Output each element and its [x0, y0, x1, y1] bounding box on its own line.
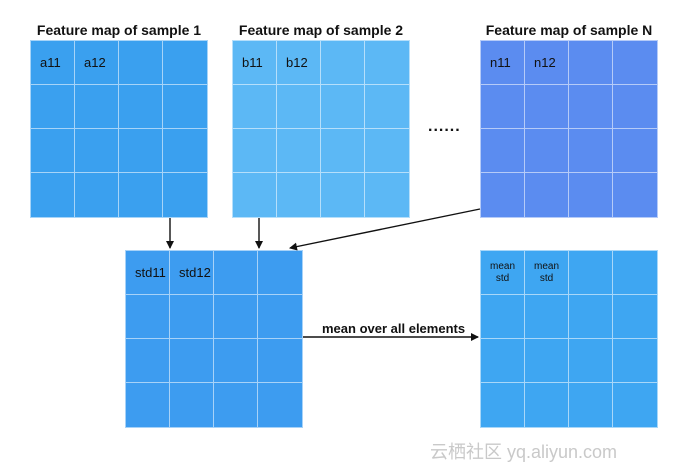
grid-cell — [258, 251, 302, 295]
cell-std11: std11 — [126, 251, 170, 295]
grid-cell — [214, 251, 258, 295]
grid-cell — [525, 383, 569, 427]
grid-cell — [613, 339, 657, 383]
grid-cell — [233, 129, 277, 173]
grid-cell — [75, 129, 119, 173]
grid-cell — [569, 295, 613, 339]
grid-cell — [31, 129, 75, 173]
grid-cell — [481, 339, 525, 383]
title-sample-2: Feature map of sample 2 — [238, 22, 404, 38]
grid-cell — [481, 173, 525, 217]
grid-cell — [163, 41, 207, 85]
arrow-samplen-to-std — [289, 208, 481, 251]
grid-cell — [214, 295, 258, 339]
grid-cell — [481, 85, 525, 129]
grid-cell — [525, 85, 569, 129]
grid-cell — [214, 383, 258, 427]
grid-cell — [277, 173, 321, 217]
grid-cell — [613, 295, 657, 339]
grid-cell — [321, 173, 365, 217]
cell-n12: n12 — [525, 41, 569, 85]
grid-cell — [613, 85, 657, 129]
grid-cell — [481, 129, 525, 173]
grid-cell — [569, 129, 613, 173]
grid-cell — [277, 85, 321, 129]
cell-n11: n11 — [481, 41, 525, 85]
grid-cell — [613, 129, 657, 173]
mean-std-map: mean std mean std — [480, 250, 658, 428]
grid-cell — [233, 85, 277, 129]
ellipsis: ...... — [428, 118, 461, 135]
grid-cell — [569, 339, 613, 383]
grid-cell — [613, 251, 657, 295]
grid-cell — [214, 339, 258, 383]
grid-cell — [569, 383, 613, 427]
grid-cell — [321, 85, 365, 129]
grid-cell — [126, 295, 170, 339]
grid-cell — [613, 41, 657, 85]
grid-cell — [569, 173, 613, 217]
grid-cell — [258, 295, 302, 339]
cell-mean-std: mean std — [525, 251, 569, 295]
grid-cell — [481, 383, 525, 427]
cell-b11: b11 — [233, 41, 277, 85]
grid-cell — [163, 129, 207, 173]
grid-cell — [75, 173, 119, 217]
grid-cell — [233, 173, 277, 217]
edge-label-mean: mean over all elements — [322, 321, 466, 336]
grid-cell — [525, 173, 569, 217]
std-feature-map: std11 std12 — [125, 250, 303, 428]
std-label: std — [495, 273, 510, 284]
feature-map-sample-1: a11 a12 — [30, 40, 208, 218]
grid-cell — [365, 85, 409, 129]
grid-cell — [163, 85, 207, 129]
grid-cell — [365, 129, 409, 173]
grid-cell — [321, 41, 365, 85]
grid-cell — [170, 383, 214, 427]
grid-cell — [119, 173, 163, 217]
grid-cell — [258, 339, 302, 383]
cell-a11: a11 — [31, 41, 75, 85]
grid-cell — [365, 41, 409, 85]
mean-label: mean — [489, 261, 515, 272]
cell-b12: b12 — [277, 41, 321, 85]
grid-cell — [119, 85, 163, 129]
watermark: 云栖社区 yq.aliyun.com — [430, 442, 618, 462]
title-sample-n: Feature map of sample N — [485, 22, 653, 38]
grid-cell — [119, 41, 163, 85]
std-label: std — [539, 273, 554, 284]
feature-map-sample-2: b11 b12 — [232, 40, 410, 218]
grid-cell — [525, 129, 569, 173]
grid-cell — [31, 85, 75, 129]
grid-cell — [569, 41, 613, 85]
cell-mean-std: mean std — [481, 251, 525, 295]
grid-cell — [569, 251, 613, 295]
grid-cell — [277, 129, 321, 173]
grid-cell — [525, 339, 569, 383]
grid-cell — [481, 295, 525, 339]
grid-cell — [569, 85, 613, 129]
cell-std12: std12 — [170, 251, 214, 295]
grid-cell — [170, 295, 214, 339]
grid-cell — [31, 173, 75, 217]
grid-cell — [126, 339, 170, 383]
title-sample-1: Feature map of sample 1 — [36, 22, 202, 38]
grid-cell — [321, 129, 365, 173]
feature-map-sample-n: n11 n12 — [480, 40, 658, 218]
grid-cell — [170, 339, 214, 383]
grid-cell — [126, 383, 170, 427]
grid-cell — [525, 295, 569, 339]
cell-a12: a12 — [75, 41, 119, 85]
grid-cell — [75, 85, 119, 129]
grid-cell — [119, 129, 163, 173]
mean-label: mean — [533, 261, 559, 272]
